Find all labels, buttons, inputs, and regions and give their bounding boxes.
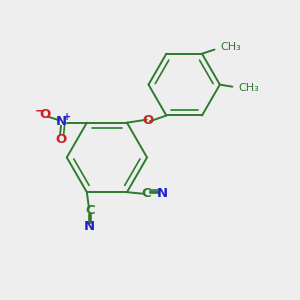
- Text: C: C: [142, 187, 151, 200]
- Text: −: −: [34, 104, 45, 117]
- Text: CH₃: CH₃: [220, 42, 241, 52]
- Text: N: N: [157, 187, 168, 200]
- Text: O: O: [142, 114, 154, 127]
- Text: C: C: [85, 204, 94, 217]
- Text: O: O: [56, 133, 67, 146]
- Text: +: +: [63, 112, 71, 122]
- Text: O: O: [40, 108, 51, 121]
- Text: N: N: [56, 115, 67, 128]
- Text: CH₃: CH₃: [238, 82, 259, 93]
- Text: N: N: [84, 220, 95, 233]
